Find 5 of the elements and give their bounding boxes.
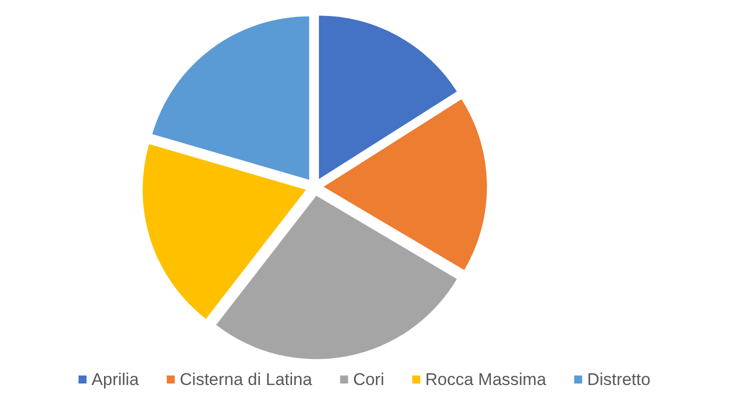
legend-label: Cori — [353, 370, 384, 389]
legend-label: Rocca Massima — [425, 370, 547, 389]
legend-label: Cisterna di Latina — [180, 370, 313, 389]
legend-label: Distretto — [587, 370, 650, 389]
legend-label: Aprilia — [92, 370, 140, 389]
